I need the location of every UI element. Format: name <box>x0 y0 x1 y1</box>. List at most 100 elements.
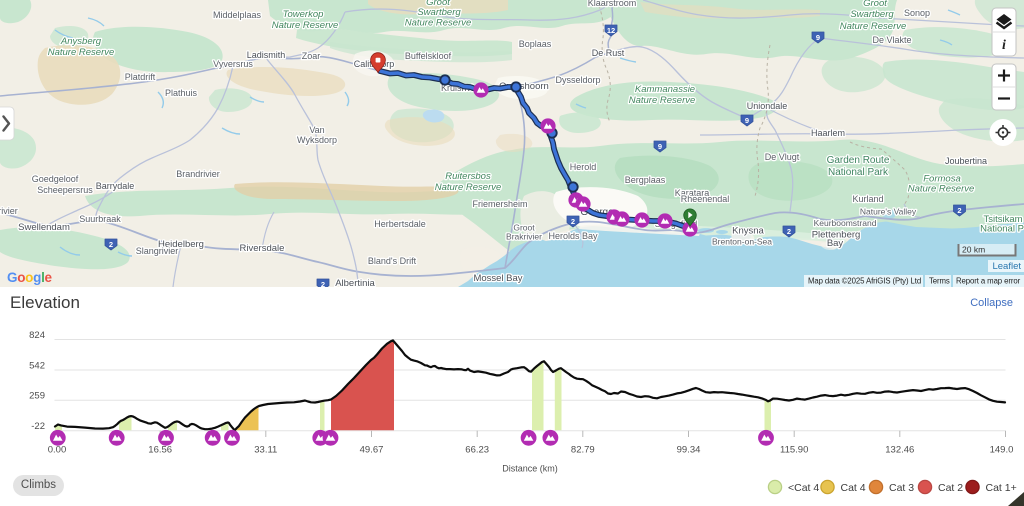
svg-text:Tsitsikam: Tsitsikam <box>983 214 1022 225</box>
svg-text:Formosa: Formosa <box>923 174 960 185</box>
svg-text:33.11: 33.11 <box>254 445 277 456</box>
svg-text:Middelplaas: Middelplaas <box>213 10 262 20</box>
svg-text:542: 542 <box>29 361 45 372</box>
svg-text:Groot: Groot <box>863 0 887 9</box>
svg-text:Keurboomstrand: Keurboomstrand <box>814 218 877 228</box>
svg-text:9: 9 <box>816 33 820 42</box>
svg-text:Bland's Drift: Bland's Drift <box>368 256 417 266</box>
svg-text:Plathuis: Plathuis <box>165 88 198 98</box>
svg-text:Mossel Bay: Mossel Bay <box>473 273 522 284</box>
svg-text:0.00: 0.00 <box>48 445 67 456</box>
svg-text:Brakrivier: Brakrivier <box>506 232 542 242</box>
svg-text:Barrydale: Barrydale <box>96 181 135 191</box>
svg-text:Sonop: Sonop <box>904 8 930 18</box>
svg-text:115.90: 115.90 <box>780 445 808 456</box>
svg-text:Herold: Herold <box>570 162 597 172</box>
svg-text:2: 2 <box>109 240 113 249</box>
svg-text:2: 2 <box>321 280 325 289</box>
svg-text:Cat 1+: Cat 1+ <box>986 482 1017 494</box>
svg-text:National Park: National Park <box>828 167 889 178</box>
svg-text:Google: Google <box>7 270 53 285</box>
svg-text:99.34: 99.34 <box>677 445 701 456</box>
svg-text:Ladismith: Ladismith <box>247 50 286 60</box>
svg-text:Nature Reserve: Nature Reserve <box>908 184 975 195</box>
svg-text:Nature Reserve: Nature Reserve <box>435 182 502 193</box>
svg-text:9: 9 <box>745 116 749 125</box>
svg-text:Towerkop: Towerkop <box>283 9 324 20</box>
svg-text:Ruitersbos: Ruitersbos <box>445 171 491 182</box>
svg-text:Knysna: Knysna <box>732 226 764 237</box>
svg-text:Brenton-on-Sea: Brenton-on-Sea <box>712 237 772 247</box>
svg-text:Nature Reserve: Nature Reserve <box>840 21 907 32</box>
svg-text:Swellendam: Swellendam <box>18 222 70 233</box>
svg-text:Haarlem: Haarlem <box>811 128 845 138</box>
svg-text:Herolds Bay: Herolds Bay <box>548 231 598 241</box>
svg-text:Uniondale: Uniondale <box>747 101 788 111</box>
svg-text:Rheenendal: Rheenendal <box>681 194 730 204</box>
svg-text:De Vlugt: De Vlugt <box>765 152 800 162</box>
svg-text:Cat 3: Cat 3 <box>889 482 914 494</box>
svg-text:132.46: 132.46 <box>885 445 914 456</box>
svg-text:<Cat 4: <Cat 4 <box>788 482 819 494</box>
svg-text:Swartberg: Swartberg <box>417 7 461 18</box>
svg-text:Klaarstroom: Klaarstroom <box>588 0 637 8</box>
svg-text:Groot: Groot <box>513 223 535 233</box>
svg-text:De Vlakte: De Vlakte <box>872 35 911 45</box>
svg-text:Slangrivier: Slangrivier <box>136 246 179 256</box>
svg-text:Cat 4: Cat 4 <box>841 482 866 494</box>
svg-text:2: 2 <box>957 206 961 215</box>
svg-text:Nature Reserve: Nature Reserve <box>405 18 472 29</box>
svg-text:Scheepersrus: Scheepersrus <box>37 185 93 195</box>
svg-text:82.79: 82.79 <box>571 445 595 456</box>
svg-text:Distance (km): Distance (km) <box>502 464 558 474</box>
svg-text:Kurland: Kurland <box>852 194 883 204</box>
svg-text:Vyversrus: Vyversrus <box>213 59 253 69</box>
svg-text:i: i <box>1002 38 1006 53</box>
svg-text:Riversdale: Riversdale <box>240 243 285 254</box>
svg-text:Goedgeloof: Goedgeloof <box>32 174 79 184</box>
svg-text:Herbertsdale: Herbertsdale <box>374 219 426 229</box>
svg-text:Report a map error: Report a map error <box>956 277 1021 286</box>
svg-text:Wyksdorp: Wyksdorp <box>297 135 337 145</box>
svg-text:Joubertina: Joubertina <box>945 156 987 166</box>
svg-text:20 km: 20 km <box>962 245 985 255</box>
svg-text:Brandrivier: Brandrivier <box>176 169 220 179</box>
svg-text:Nature's Valley: Nature's Valley <box>860 207 917 217</box>
svg-text:Dysseldorp: Dysseldorp <box>555 75 600 85</box>
svg-text:Suurbraak: Suurbraak <box>79 214 121 224</box>
svg-text:Bergplaas: Bergplaas <box>625 175 666 185</box>
svg-text:Kammanassie: Kammanassie <box>635 84 695 95</box>
svg-text:Buffelskloof: Buffelskloof <box>405 51 452 61</box>
svg-text:66.23: 66.23 <box>465 445 489 456</box>
svg-text:824: 824 <box>29 330 45 341</box>
svg-text:Groot: Groot <box>426 0 450 8</box>
svg-text:Swartberg: Swartberg <box>850 9 894 20</box>
svg-text:Garden Route: Garden Route <box>827 155 890 166</box>
svg-text:rivier: rivier <box>0 206 18 216</box>
svg-text:Zoar: Zoar <box>302 51 321 61</box>
svg-text:Van: Van <box>309 125 324 135</box>
svg-text:12: 12 <box>607 26 615 35</box>
svg-text:2: 2 <box>571 217 575 226</box>
svg-text:Platdrift: Platdrift <box>125 72 156 82</box>
svg-text:Nature Reserve: Nature Reserve <box>48 47 115 58</box>
svg-text:Map data ©2025 AfriGIS (Pty) L: Map data ©2025 AfriGIS (Pty) Ltd <box>808 277 921 286</box>
svg-text:16.56: 16.56 <box>148 445 172 456</box>
svg-text:9: 9 <box>658 142 662 151</box>
svg-text:Heidelberg: Heidelberg <box>158 239 204 250</box>
svg-text:149.0: 149.0 <box>990 445 1014 456</box>
svg-text:Nature Reserve: Nature Reserve <box>629 95 696 106</box>
svg-text:Plettenberg: Plettenberg <box>812 230 861 241</box>
svg-text:2: 2 <box>787 227 791 236</box>
svg-text:Karatara: Karatara <box>675 188 710 198</box>
svg-text:De Rust: De Rust <box>592 48 625 58</box>
svg-text:Terms: Terms <box>929 277 950 286</box>
svg-text:Anysberg: Anysberg <box>60 36 102 47</box>
svg-text:National P: National P <box>980 224 1024 235</box>
svg-text:259: 259 <box>29 391 45 402</box>
svg-text:Albertinia: Albertinia <box>335 278 375 289</box>
svg-text:Boplaas: Boplaas <box>519 39 552 49</box>
svg-text:Nature Reserve: Nature Reserve <box>272 20 339 31</box>
svg-text:Cat 2: Cat 2 <box>938 482 963 494</box>
svg-text:Friemersheim: Friemersheim <box>472 199 527 209</box>
